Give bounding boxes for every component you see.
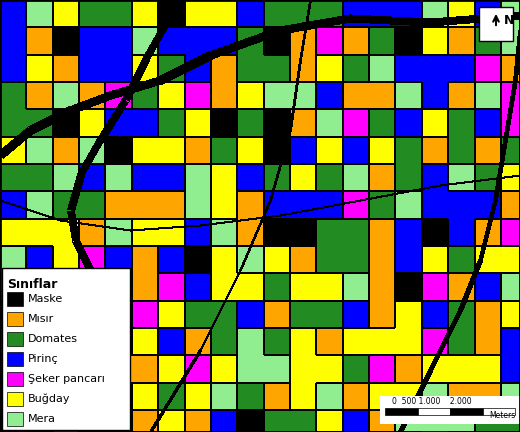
Bar [7, 412, 23, 426]
Text: N: N [504, 13, 514, 26]
Bar [2, 268, 130, 430]
Bar [450, 408, 483, 415]
Bar [380, 396, 520, 424]
Text: Sınıflar: Sınıflar [7, 278, 57, 291]
Text: Mera: Mera [28, 414, 56, 424]
Text: Pirinç: Pirinç [28, 354, 59, 364]
Bar [7, 392, 23, 406]
Text: Maske: Maske [28, 294, 63, 304]
Bar [7, 332, 23, 346]
Text: Mısır: Mısır [28, 314, 54, 324]
Text: Meters: Meters [489, 411, 515, 420]
Text: Şeker pancarı: Şeker pancarı [28, 374, 105, 384]
Text: Buğday: Buğday [28, 394, 71, 404]
Text: 0  500 1.000    2.000: 0 500 1.000 2.000 [392, 397, 471, 406]
Bar [385, 408, 418, 415]
Text: Domates: Domates [28, 334, 78, 344]
Bar [7, 312, 23, 326]
Bar [418, 408, 450, 415]
Bar [483, 408, 515, 415]
Bar [7, 372, 23, 386]
Bar [7, 292, 23, 306]
Bar [479, 7, 513, 41]
Bar [7, 352, 23, 366]
